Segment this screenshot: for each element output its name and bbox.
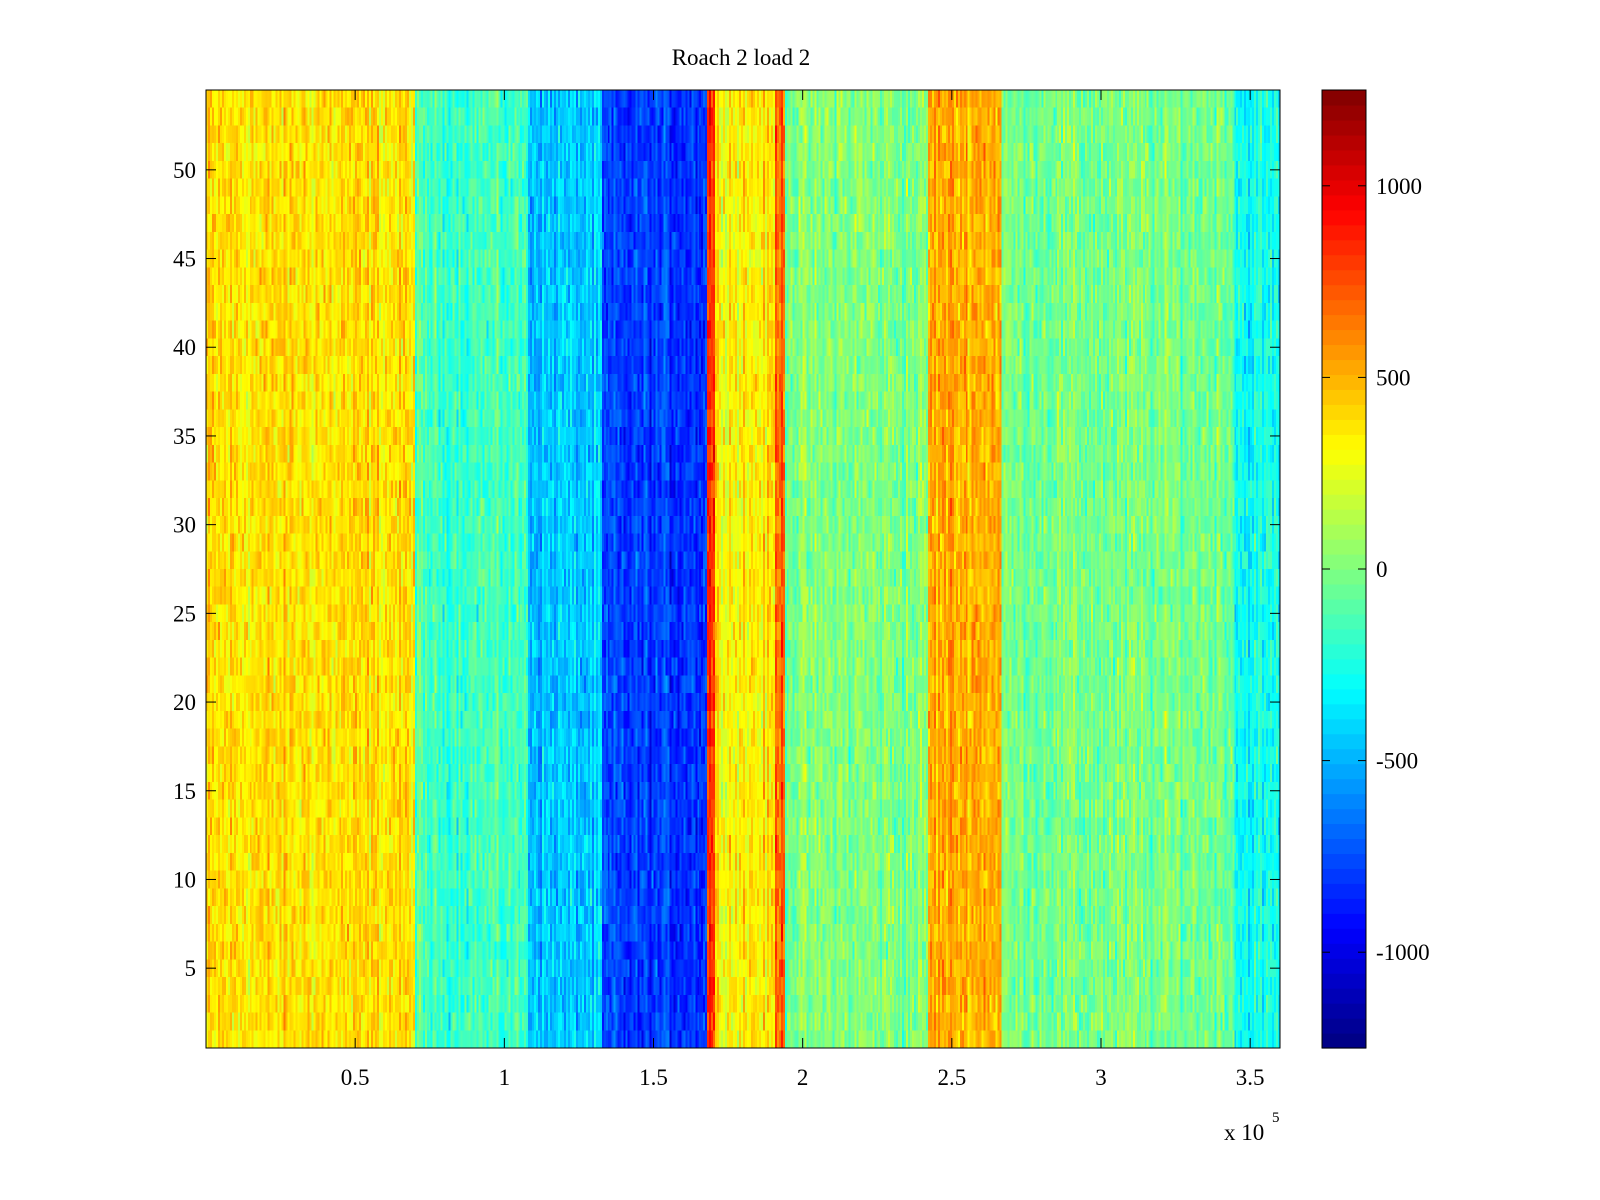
colorbar-segment [1322, 598, 1366, 615]
colorbar-segment [1322, 90, 1366, 106]
colorbar-segment [1322, 913, 1366, 929]
colorbar-segment [1322, 973, 1366, 989]
colorbar-segment [1322, 434, 1366, 450]
colorbar-segment [1322, 134, 1366, 151]
colorbar-segment [1322, 374, 1366, 390]
x-tick-label: 2 [797, 1065, 809, 1090]
y-tick-label: 5 [185, 956, 197, 981]
x-axis-exponent: x 10 [1224, 1120, 1264, 1145]
colorbar-segment [1322, 793, 1366, 810]
x-axis: 0.5 1 1.5 2 2.5 3 3.5 [341, 90, 1265, 1090]
colorbar-segment [1322, 868, 1366, 884]
colorbar-segment [1322, 883, 1366, 899]
colorbar-segment [1322, 628, 1366, 645]
colorbar-segment [1322, 209, 1366, 226]
colorbar-segment [1322, 164, 1366, 181]
colorbar-segment [1322, 509, 1366, 525]
colorbar-segment [1322, 239, 1366, 256]
colorbar-segment [1322, 569, 1366, 585]
colorbar [1322, 90, 1366, 1049]
colorbar-segment [1322, 718, 1366, 735]
colorbar-segment [1322, 464, 1366, 480]
colorbar-segment [1322, 958, 1366, 974]
y-tick-label: 50 [173, 158, 196, 183]
heatmap-cells [206, 90, 1280, 1048]
colorbar-segment [1322, 673, 1366, 690]
colorbar-segment [1322, 838, 1366, 855]
colorbar-segment [1322, 1033, 1366, 1049]
colorbar-segment [1322, 808, 1366, 825]
colorbar-segment [1322, 733, 1366, 750]
y-tick-label: 45 [173, 247, 196, 272]
x-tick-label: 2.5 [937, 1065, 966, 1090]
colorbar-segment [1322, 658, 1366, 675]
y-tick-label: 15 [173, 779, 196, 804]
colorbar-segment [1322, 613, 1366, 630]
colorbar-segment [1322, 688, 1366, 705]
colorbar-segment [1322, 823, 1366, 840]
colorbar-segment [1322, 119, 1366, 136]
colorbar-segment [1322, 583, 1366, 600]
colorbar-segment [1322, 449, 1366, 465]
colorbar-segment [1322, 299, 1366, 316]
x-tick-label: 0.5 [341, 1065, 370, 1090]
colorbar-segment [1322, 778, 1366, 795]
colorbar-segment [1322, 389, 1366, 405]
y-tick-label: 20 [173, 690, 196, 715]
y-tick-label: 40 [173, 335, 196, 360]
colorbar-segment [1322, 539, 1366, 555]
x-tick-label: 3 [1095, 1065, 1107, 1090]
colorbar-segment [1322, 329, 1366, 346]
colorbar-segment [1322, 1003, 1366, 1019]
colorbar-segment [1322, 224, 1366, 241]
colorbar-tick-label: -500 [1376, 749, 1418, 774]
colorbar-segment [1322, 554, 1366, 570]
colorbar-segment [1322, 269, 1366, 286]
colorbar-segment [1322, 853, 1366, 869]
x-tick-label: 3.5 [1236, 1065, 1265, 1090]
colorbar-tick-label: 500 [1376, 365, 1411, 390]
colorbar-axis: 1000 500 0 -500 -1000 [1322, 174, 1430, 965]
x-axis-exponent-power: 5 [1272, 1110, 1280, 1126]
colorbar-segment [1322, 943, 1366, 959]
colorbar-segment [1322, 254, 1366, 271]
colorbar-segment [1322, 104, 1366, 121]
y-axis: 5 10 15 20 25 30 35 40 45 50 [173, 158, 1280, 981]
heatmap-area [206, 90, 1280, 1048]
colorbar-segment [1322, 149, 1366, 166]
colorbar-segment [1322, 524, 1366, 540]
colorbar-segment [1322, 748, 1366, 765]
colorbar-segment [1322, 194, 1366, 211]
x-axis-exponent-base: x 10 [1224, 1120, 1264, 1145]
y-tick-label: 25 [173, 601, 196, 626]
colorbar-segment [1322, 284, 1366, 301]
colorbar-segment [1322, 763, 1366, 780]
colorbar-segment [1322, 359, 1366, 376]
x-tick-label: 1 [499, 1065, 511, 1090]
colorbar-segment [1322, 898, 1366, 914]
plot-frame [205, 89, 1281, 1049]
colorbar-segment [1322, 419, 1366, 435]
colorbar-segment [1322, 314, 1366, 331]
x-tick-label: 1.5 [639, 1065, 668, 1090]
colorbar-tick-label: 1000 [1376, 174, 1422, 199]
colorbar-segment [1322, 1018, 1366, 1034]
colorbar-segment [1322, 703, 1366, 720]
chart-title: Roach 2 load 2 [672, 45, 811, 70]
colorbar-tick-label: -1000 [1376, 940, 1430, 965]
colorbar-tick-label: 0 [1376, 557, 1388, 582]
colorbar-segment [1322, 179, 1366, 196]
y-tick-label: 30 [173, 513, 196, 538]
colorbar-segment [1322, 404, 1366, 420]
colorbar-segment [1322, 643, 1366, 660]
colorbar-segment [1322, 988, 1366, 1004]
colorbar-segment [1322, 494, 1366, 510]
y-tick-label: 10 [173, 867, 196, 892]
colorbar-segment [1322, 479, 1366, 495]
colorbar-segment [1322, 928, 1366, 944]
colorbar-segment [1322, 344, 1366, 361]
y-tick-label: 35 [173, 424, 196, 449]
